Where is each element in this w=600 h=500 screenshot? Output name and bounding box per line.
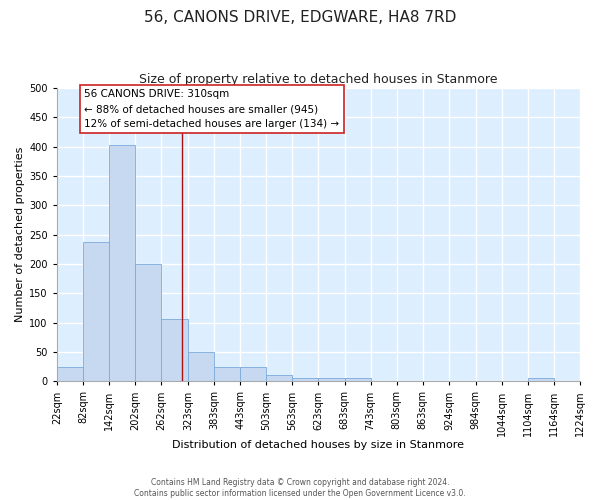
Bar xyxy=(109,145,135,382)
Bar xyxy=(214,366,240,382)
Bar xyxy=(319,378,344,382)
Bar xyxy=(83,242,109,382)
Bar xyxy=(161,318,188,382)
Y-axis label: Number of detached properties: Number of detached properties xyxy=(15,147,25,322)
Title: Size of property relative to detached houses in Stanmore: Size of property relative to detached ho… xyxy=(139,72,497,86)
Bar xyxy=(135,264,161,382)
Bar xyxy=(528,378,554,382)
Bar xyxy=(344,378,371,382)
Text: Contains HM Land Registry data © Crown copyright and database right 2024.
Contai: Contains HM Land Registry data © Crown c… xyxy=(134,478,466,498)
Bar xyxy=(188,352,214,382)
Text: 56, CANONS DRIVE, EDGWARE, HA8 7RD: 56, CANONS DRIVE, EDGWARE, HA8 7RD xyxy=(144,10,456,25)
Bar xyxy=(292,378,319,382)
Bar xyxy=(57,366,83,382)
X-axis label: Distribution of detached houses by size in Stanmore: Distribution of detached houses by size … xyxy=(172,440,464,450)
Bar xyxy=(240,366,266,382)
Bar xyxy=(266,376,292,382)
Text: 56 CANONS DRIVE: 310sqm
← 88% of detached houses are smaller (945)
12% of semi-d: 56 CANONS DRIVE: 310sqm ← 88% of detache… xyxy=(84,89,340,129)
